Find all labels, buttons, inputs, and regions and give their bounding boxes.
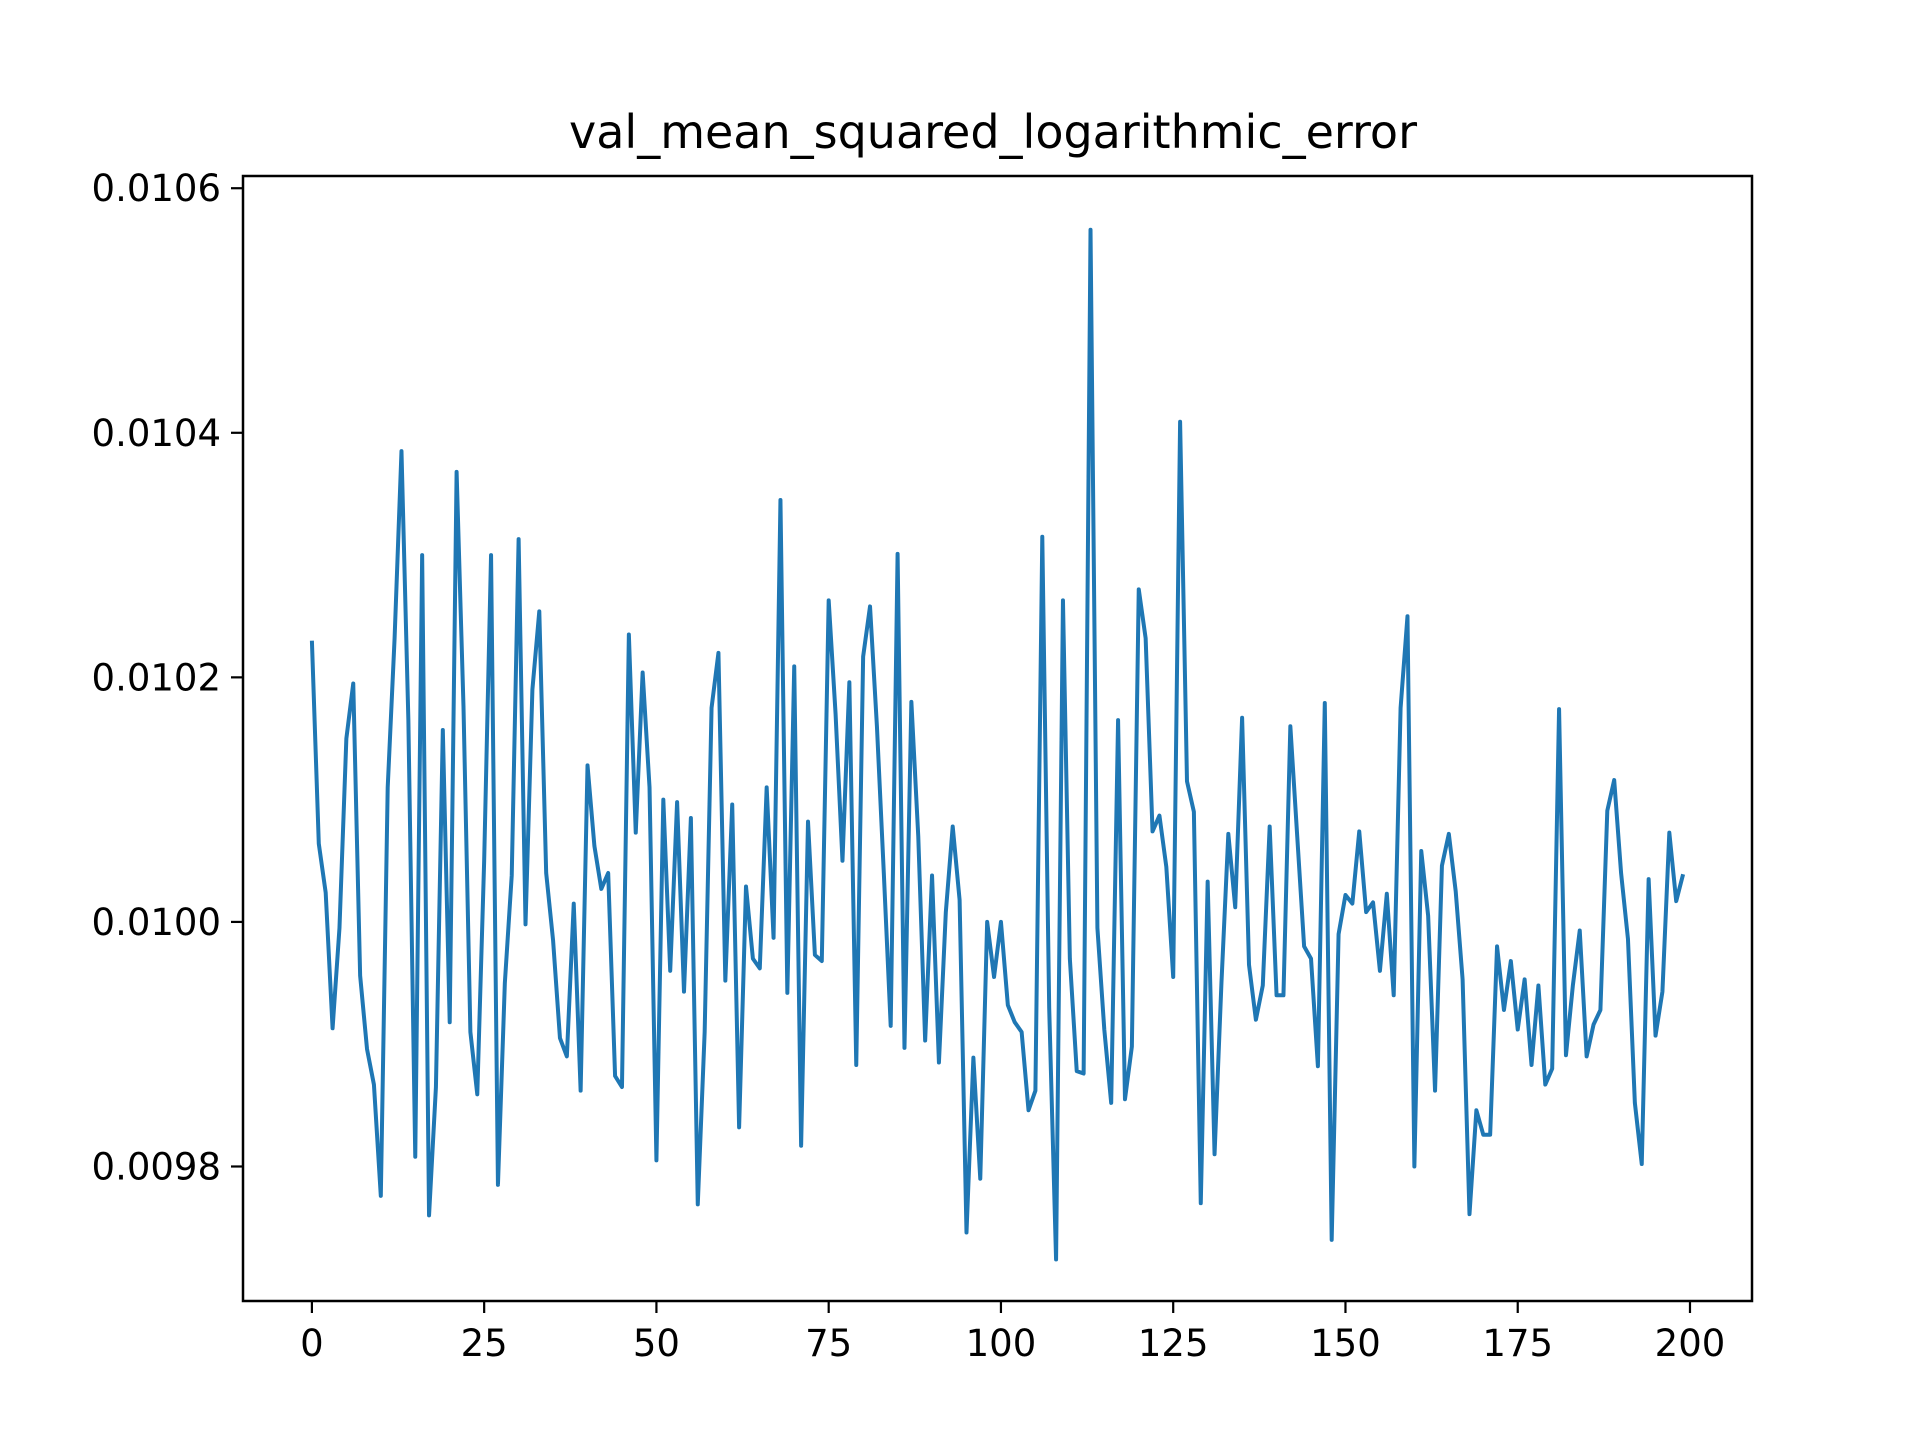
y-tick-label: 0.0104 [92, 412, 221, 455]
y-axis: 0.0098 0.0100 0.0102 0.0104 0.0106 [92, 167, 243, 1188]
x-tick-label: 175 [1482, 1322, 1553, 1365]
plot-area-frame [241, 174, 1754, 1303]
x-tick-label: 0 [300, 1322, 324, 1365]
chart-title: val_mean_squared_logarithmic_error [569, 105, 1417, 159]
x-tick-label: 25 [461, 1322, 508, 1365]
x-axis: 0 25 50 75 100 125 150 175 200 [300, 1301, 1725, 1365]
y-tick-label: 0.0100 [92, 901, 221, 944]
x-tick-label: 100 [966, 1322, 1037, 1365]
series-line [309, 227, 1686, 1262]
y-tick-label: 0.0098 [92, 1145, 221, 1188]
y-tick-label: 0.0102 [92, 656, 221, 699]
x-tick-label: 125 [1138, 1322, 1209, 1365]
x-tick-label: 75 [805, 1322, 852, 1365]
y-tick-label: 0.0106 [92, 167, 221, 210]
x-tick-label: 200 [1655, 1322, 1726, 1365]
x-tick-label: 50 [633, 1322, 680, 1365]
x-tick-label: 150 [1310, 1322, 1381, 1365]
